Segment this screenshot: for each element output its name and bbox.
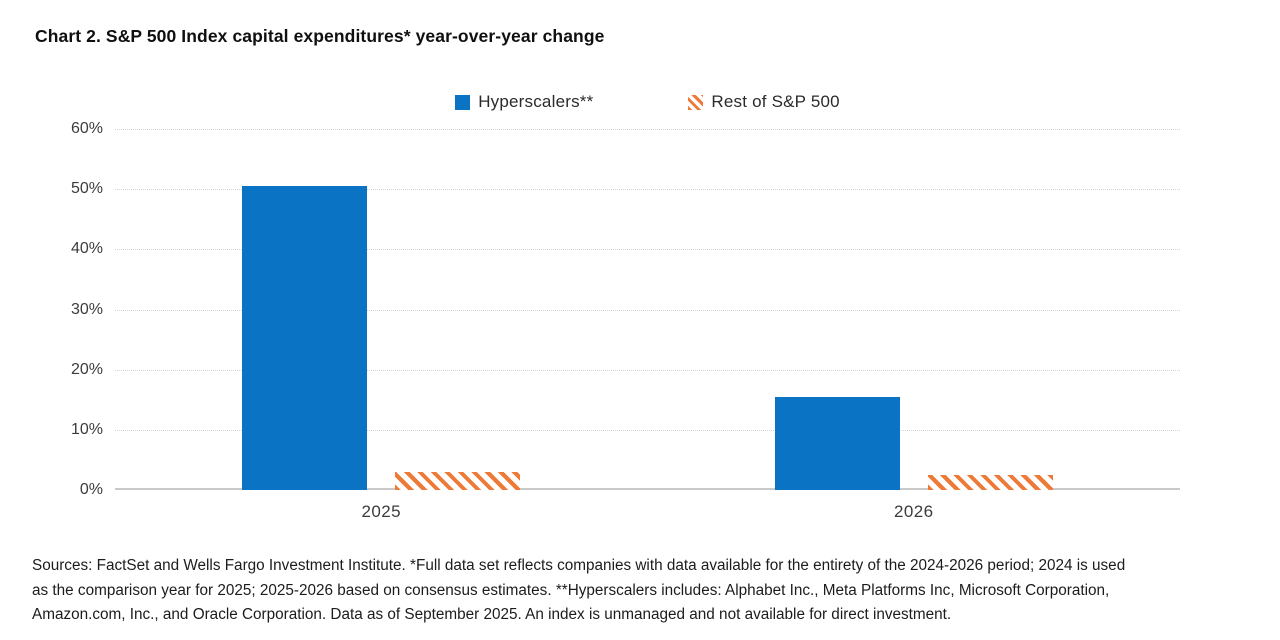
- y-tick-label-30: 30%: [70, 300, 103, 318]
- plot-area: 0% 10% 20% 30% 40% 50% 60% 2025 2026: [71, 120, 1180, 521]
- legend-label-hyperscalers: Hyperscalers**: [478, 92, 594, 111]
- gridline-50: [115, 189, 1180, 191]
- rest-of-sp500-swatch-icon: [688, 94, 704, 110]
- y-tick-label-0: 0%: [79, 481, 103, 498]
- legend-item-hyperscalers: Hyperscalers**: [455, 92, 593, 112]
- y-tick-label-20: 20%: [70, 360, 103, 378]
- chart-title: Chart 2. S&P 500 Index capital expenditu…: [35, 26, 605, 46]
- y-tick-label-10: 10%: [70, 420, 103, 438]
- hyperscalers-bar-2025: [242, 186, 368, 490]
- y-tick-label-40: 40%: [70, 240, 103, 258]
- legend-item-rest-of-sp500: Rest of S&P 500: [688, 92, 840, 112]
- y-tick-label-60: 60%: [70, 120, 103, 137]
- footnote-line-2: as the comparison year for 2025; 2025-20…: [32, 581, 1110, 599]
- gridline-10: [115, 429, 1180, 431]
- gridline-20: [115, 369, 1180, 371]
- gridline-40: [115, 249, 1180, 251]
- hyperscalers-swatch-icon: [455, 94, 471, 110]
- x-axis-line: [115, 488, 1180, 490]
- footnote-line-3: Amazon.com, Inc., and Oracle Corporation…: [32, 606, 952, 624]
- bar-group-2025: [241, 129, 521, 490]
- gridline-30: [115, 309, 1180, 311]
- hyperscalers-bar-2026: [774, 397, 900, 490]
- footnote-line-1: Sources: FactSet and Wells Fargo Investm…: [32, 557, 1126, 574]
- x-tick-label-2025: 2025: [361, 502, 401, 521]
- legend-label-rest-of-sp500: Rest of S&P 500: [711, 92, 840, 111]
- legend: Hyperscalers** Rest of S&P 500: [115, 92, 1180, 112]
- x-tick-label-2026: 2026: [894, 502, 934, 521]
- rest-of-s-p-500-bar-2025: [395, 472, 521, 490]
- rest-of-s-p-500-bar-2026: [927, 475, 1053, 490]
- bar-group-2026: [774, 129, 1054, 490]
- gridline-60: [115, 129, 1180, 130]
- y-tick-label-50: 50%: [70, 180, 103, 198]
- footnote: Sources: FactSet and Wells Fargo Investm…: [32, 554, 1262, 628]
